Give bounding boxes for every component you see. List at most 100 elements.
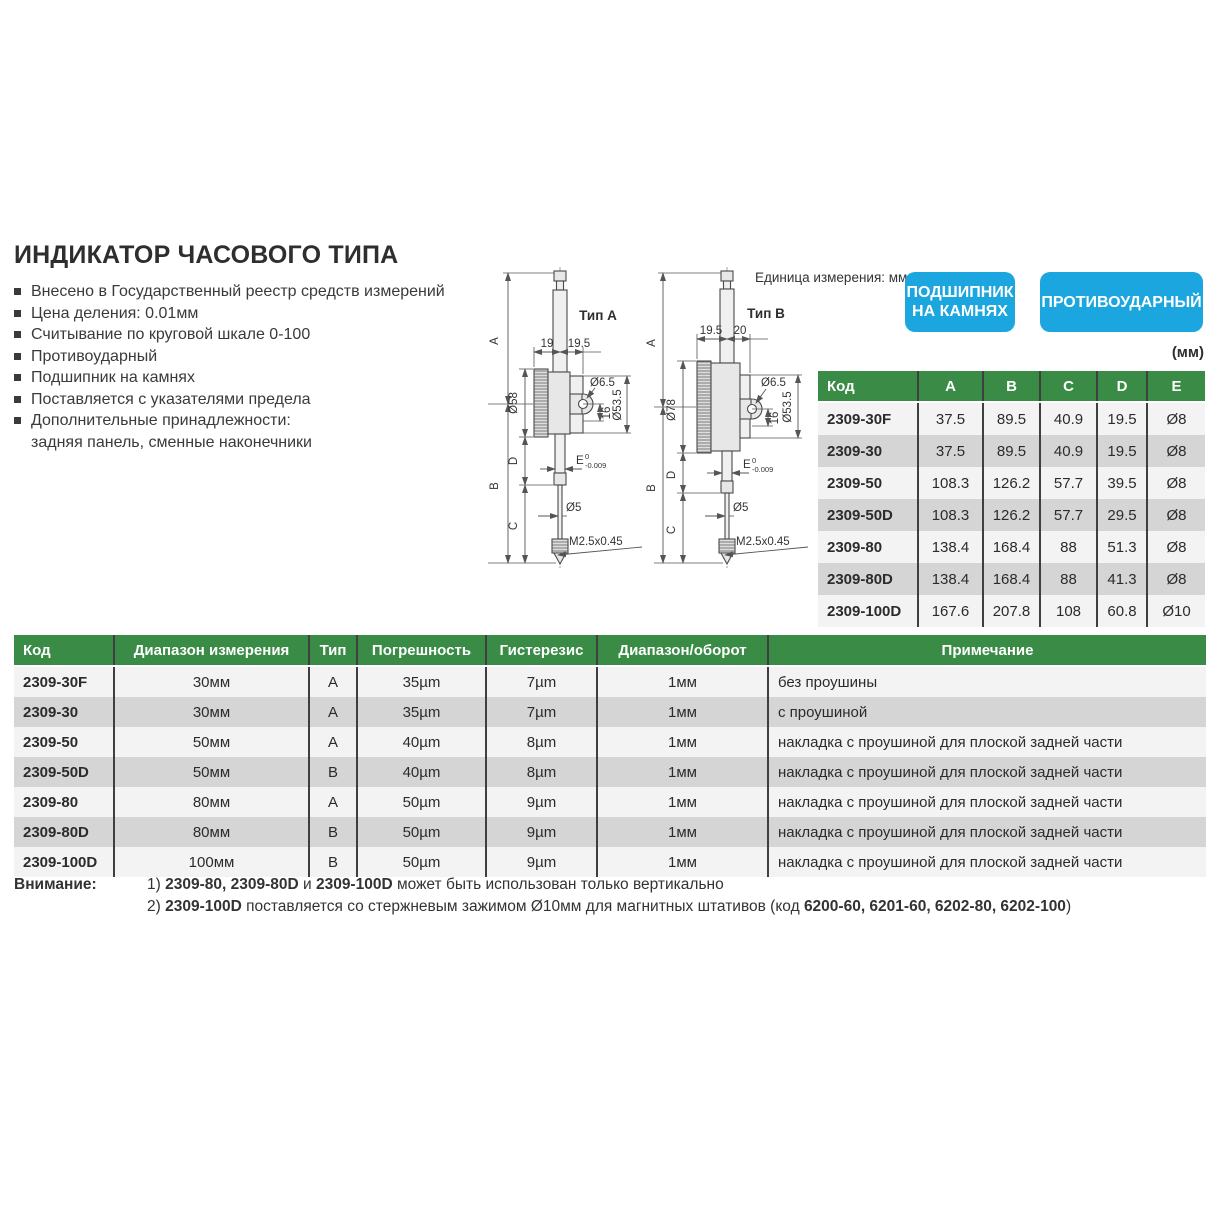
table-cell: A — [309, 727, 358, 757]
badge-line: ПРОТИВОУДАРНЫЙ — [1041, 293, 1202, 311]
table-row: 2309-100D 167.6 207.8 108 60.8 Ø10 — [818, 595, 1205, 627]
table-row: 2309-50D 50мм B 40µm 8µm 1мм накладка с проуши… — [14, 757, 1206, 787]
lug-offset-label: 16 — [601, 407, 613, 420]
stem-tol-lower: -0.009 — [585, 461, 606, 470]
column-header: Диапазон/оборот — [597, 635, 769, 667]
depth-back-label: 20 — [734, 325, 747, 337]
column-header: E — [1147, 371, 1205, 403]
feature-item: Противоударный — [14, 346, 514, 368]
table-cell: 37.5 — [918, 435, 984, 467]
bullet-square-icon — [14, 352, 21, 360]
lug-offset-label: 16 — [769, 412, 781, 425]
table-cell: 1мм — [597, 666, 769, 697]
dim-d-label: D — [508, 457, 520, 465]
table-cell: 9µm — [486, 847, 598, 877]
table-cell: 138.4 — [918, 563, 984, 595]
table-cell: 40µm — [357, 757, 487, 787]
table-cell: 7µm — [486, 697, 598, 727]
stem-tol-lower: -0.009 — [752, 465, 773, 474]
depth-back-label: 19.5 — [568, 338, 590, 350]
table-cell: Ø8 — [1166, 570, 1187, 588]
table-cell: 41.3 — [1097, 563, 1148, 595]
table-cell: 1мм — [597, 787, 769, 817]
table-cell: накладка с проушиной для плоской задней … — [778, 763, 1123, 781]
lug-hole-label: Ø6.5 — [590, 377, 615, 389]
table-cell: 88 — [1040, 531, 1098, 563]
feature-text: Поставляется с указателями предела — [31, 390, 311, 408]
feature-text: задняя панель, сменные наконечники — [31, 433, 312, 451]
table-cell: 30мм — [114, 697, 310, 727]
feature-text: Цена деления: 0.01мм — [31, 304, 199, 322]
dimensions-table: Код A B C D E 2309-30F 37.5 89.5 40.9 19.5 Ø8 2309-3… — [818, 371, 1205, 627]
table-cell: 89.5 — [983, 402, 1041, 435]
table-cell: 50мм — [114, 727, 310, 757]
column-header: A — [918, 371, 984, 403]
table-cell: накладка с проушиной для плоской задней … — [778, 793, 1123, 811]
table-cell: 50µm — [357, 847, 487, 877]
dim-a-label: A — [489, 337, 501, 345]
column-header: C — [1040, 371, 1098, 403]
dim-c-label: C — [666, 526, 678, 534]
dimension-labels: Тип A A B Ø58 D C 19 19.5 Ø6.5 16 Ø53.5 … — [489, 308, 624, 548]
shockproof-badge: ПРОТИВОУДАРНЫЙ — [1040, 272, 1203, 332]
column-header: Код — [818, 371, 919, 403]
note-line: 2) 2309-100D поставляется со стержневым … — [147, 897, 1072, 915]
stem-collar — [553, 472, 567, 486]
probe-rod — [724, 492, 730, 540]
stem-dia-label: E — [576, 455, 584, 467]
tip-thread-label: M2.5x0.45 — [736, 536, 790, 548]
table-cell: 30мм — [114, 666, 310, 697]
table-cell: 89.5 — [983, 435, 1041, 467]
table-cell: 168.4 — [983, 563, 1041, 595]
attention-notes: Внимание: 1) 2309-80, 2309-80D и 2309-10… — [14, 874, 1214, 917]
table-cell: 2309-80 — [14, 787, 115, 817]
table-cell: 207.8 — [983, 595, 1041, 627]
table-row: 2309-50 50мм A 40µm 8µm 1мм накладка с проушин… — [14, 727, 1206, 757]
type-b-label: Тип B — [747, 306, 785, 321]
table-cell: 100мм — [114, 847, 310, 877]
stem-tol-upper: 0 — [752, 456, 756, 465]
header-row: Код A B C D E — [818, 371, 1205, 403]
table-cell: 29.5 — [1097, 499, 1148, 531]
column-header: Диапазон измерения — [114, 635, 310, 667]
column-header: Погрешность — [357, 635, 487, 667]
lug-hole-label: Ø6.5 — [761, 377, 786, 389]
table-cell: 9µm — [486, 817, 598, 847]
table-cell: без проушины — [778, 673, 878, 691]
contact-nut — [718, 538, 736, 554]
note-lines: 1) 2309-80, 2309-80D и 2309-100D может б… — [147, 874, 1214, 917]
dim-c-label: C — [508, 522, 520, 530]
table-row: 2309-30 37.5 89.5 40.9 19.5 Ø8 — [818, 435, 1205, 467]
bullet-square-icon — [14, 417, 21, 424]
table-cell: 1мм — [597, 757, 769, 787]
table-cell: Ø8 — [1166, 410, 1187, 428]
table-cell: 40.9 — [1040, 402, 1098, 435]
table-cell: 167.6 — [918, 595, 984, 627]
feature-item: задняя панель, сменные наконечники — [14, 432, 514, 454]
tip-thread-label: M2.5x0.45 — [569, 536, 623, 548]
column-header: Гистерезис — [486, 635, 598, 667]
unit-of-measure-note: Единица измерения: мм — [755, 270, 908, 285]
contact-nut — [551, 538, 569, 554]
table-cell: 108.3 — [918, 467, 984, 499]
table-cell: B — [309, 847, 358, 877]
lower-stem — [721, 450, 733, 482]
feature-text: Противоударный — [31, 347, 158, 365]
probe-rod — [557, 484, 563, 540]
bullet-square-icon — [14, 331, 21, 338]
table-cell: Ø10 — [1162, 602, 1191, 620]
header-row: Код Диапазон измерения Тип Погрешность Гисте… — [14, 635, 1206, 667]
table-cell: накладка с проушиной для плоской задней … — [778, 733, 1123, 751]
table-cell: B — [309, 817, 358, 847]
table-cell: 126.2 — [983, 467, 1041, 499]
dimension-labels: Тип B A B Ø78 D C 19.5 20 Ø6.5 16 Ø53.5 … — [646, 306, 794, 548]
table-cell: 2309-100D — [818, 595, 919, 627]
table-cell: 2309-30F — [818, 402, 919, 435]
table-cell: 2309-30 — [818, 435, 919, 467]
note-line: 1) 2309-80, 2309-80D и 2309-100D может б… — [147, 876, 724, 893]
dial-diameter-label: Ø58 — [508, 392, 520, 414]
table-cell: Ø8 — [1166, 442, 1187, 460]
table-row: 2309-80D 138.4 168.4 88 41.3 Ø8 — [818, 563, 1205, 595]
bullet-square-icon — [14, 288, 21, 295]
depth-front-label: 19.5 — [700, 325, 722, 337]
